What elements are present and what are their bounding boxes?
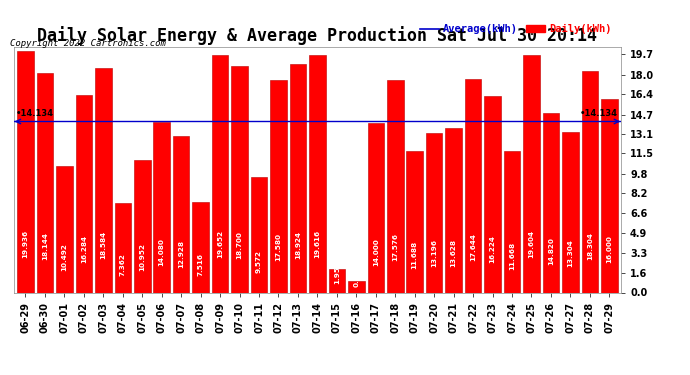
Text: 7.516: 7.516 bbox=[197, 252, 204, 276]
Text: 19.936: 19.936 bbox=[23, 230, 28, 258]
Text: 17.644: 17.644 bbox=[470, 233, 476, 261]
Text: •14.134: •14.134 bbox=[580, 110, 618, 118]
Bar bbox=[523, 55, 540, 292]
Bar bbox=[387, 80, 404, 292]
Bar bbox=[76, 96, 92, 292]
Bar bbox=[542, 113, 559, 292]
Text: 10.952: 10.952 bbox=[139, 243, 146, 270]
Bar bbox=[173, 136, 190, 292]
Text: 14.080: 14.080 bbox=[159, 238, 165, 266]
Bar bbox=[328, 269, 345, 292]
Text: 14.820: 14.820 bbox=[548, 237, 554, 265]
Bar bbox=[582, 71, 598, 292]
Bar bbox=[95, 68, 112, 292]
Bar bbox=[601, 99, 618, 292]
Text: 1.952: 1.952 bbox=[334, 261, 340, 284]
Text: Copyright 2022 Cartronics.com: Copyright 2022 Cartronics.com bbox=[10, 39, 166, 48]
Bar bbox=[193, 201, 209, 292]
Bar bbox=[212, 55, 228, 292]
Text: 13.304: 13.304 bbox=[567, 239, 573, 267]
Bar bbox=[56, 165, 72, 292]
Text: 17.580: 17.580 bbox=[275, 233, 282, 261]
Bar bbox=[153, 122, 170, 292]
Text: 18.144: 18.144 bbox=[42, 232, 48, 260]
Text: 0.936: 0.936 bbox=[353, 264, 359, 287]
Bar bbox=[562, 132, 579, 292]
Bar bbox=[270, 80, 287, 292]
Bar bbox=[465, 79, 482, 292]
Text: 18.304: 18.304 bbox=[587, 232, 593, 260]
Text: 13.196: 13.196 bbox=[431, 239, 437, 267]
Bar bbox=[426, 133, 442, 292]
Text: 19.616: 19.616 bbox=[315, 230, 320, 258]
Text: 11.688: 11.688 bbox=[412, 242, 417, 270]
Bar bbox=[250, 177, 267, 292]
Title: Daily Solar Energy & Average Production Sat Jul 30 20:14: Daily Solar Energy & Average Production … bbox=[37, 26, 598, 45]
Text: 19.604: 19.604 bbox=[529, 230, 535, 258]
Text: 11.668: 11.668 bbox=[509, 242, 515, 270]
Text: 17.576: 17.576 bbox=[392, 233, 398, 261]
Bar bbox=[504, 152, 520, 292]
Bar bbox=[134, 160, 150, 292]
Bar bbox=[368, 123, 384, 292]
Text: 12.928: 12.928 bbox=[178, 240, 184, 268]
Text: 16.000: 16.000 bbox=[607, 236, 612, 263]
Bar bbox=[231, 66, 248, 292]
Bar bbox=[406, 151, 423, 292]
Bar bbox=[37, 73, 53, 292]
Bar bbox=[445, 128, 462, 292]
Bar bbox=[348, 281, 364, 292]
Text: 9.572: 9.572 bbox=[256, 249, 262, 273]
Bar bbox=[115, 203, 131, 292]
Text: 13.628: 13.628 bbox=[451, 238, 457, 267]
Text: 14.000: 14.000 bbox=[373, 238, 379, 266]
Legend: Average(kWh), Daily(kWh): Average(kWh), Daily(kWh) bbox=[416, 20, 615, 39]
Bar bbox=[17, 51, 34, 292]
Bar bbox=[309, 55, 326, 292]
Bar bbox=[484, 96, 501, 292]
Bar bbox=[290, 63, 306, 292]
Text: 10.492: 10.492 bbox=[61, 243, 68, 271]
Text: 16.284: 16.284 bbox=[81, 235, 87, 263]
Text: 18.700: 18.700 bbox=[237, 231, 243, 259]
Text: •14.134: •14.134 bbox=[16, 110, 54, 118]
Text: 18.924: 18.924 bbox=[295, 231, 301, 259]
Text: 16.224: 16.224 bbox=[489, 235, 495, 263]
Text: 19.652: 19.652 bbox=[217, 230, 223, 258]
Text: 18.584: 18.584 bbox=[100, 231, 106, 260]
Text: 7.362: 7.362 bbox=[120, 253, 126, 276]
